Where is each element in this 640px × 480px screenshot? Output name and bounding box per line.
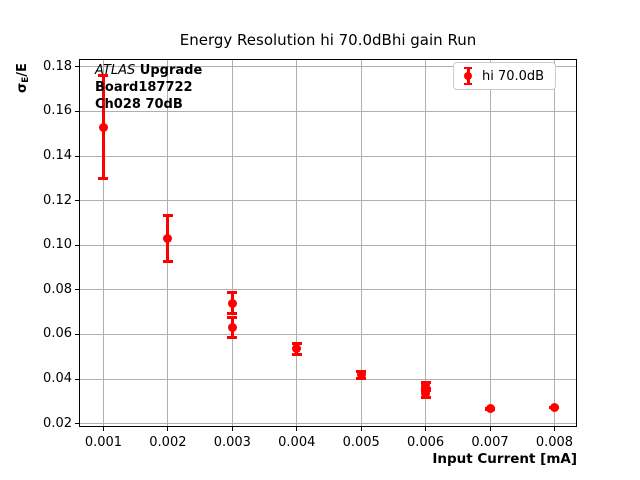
chart-title: Energy Resolution hi 70.0dBhi gain Run bbox=[179, 31, 477, 49]
y-tick-mark bbox=[75, 333, 79, 335]
y-gridline bbox=[79, 378, 577, 380]
x-tick-mark bbox=[167, 427, 169, 431]
data-point bbox=[421, 389, 431, 399]
y-gridline bbox=[79, 423, 577, 425]
x-axis-label: Input Current [mA] bbox=[432, 451, 577, 467]
legend-label: hi 70.0dB bbox=[482, 68, 545, 84]
y-tick-label: 0.08 bbox=[43, 281, 72, 297]
x-tick-label: 0.008 bbox=[535, 435, 574, 450]
y-tick-mark bbox=[75, 66, 79, 68]
x-gridline bbox=[231, 59, 233, 427]
data-point bbox=[421, 381, 431, 391]
errorbar-cap-top bbox=[162, 214, 173, 218]
x-tick-mark bbox=[360, 427, 362, 431]
x-tick-label: 0.006 bbox=[406, 435, 445, 450]
y-gridline bbox=[79, 110, 577, 112]
y-tick-label: 0.18 bbox=[43, 58, 72, 74]
x-tick-label: 0.005 bbox=[342, 435, 380, 450]
errorbar-cap-top bbox=[291, 341, 302, 345]
y-tick-mark bbox=[75, 155, 79, 157]
errorbar-cap-bottom bbox=[227, 336, 238, 339]
y-gridline bbox=[79, 289, 577, 291]
data-point bbox=[227, 298, 237, 308]
sigma-symbol: σ bbox=[15, 82, 30, 93]
data-point bbox=[356, 370, 366, 380]
x-gridline bbox=[102, 59, 104, 427]
x-gridline bbox=[489, 59, 491, 427]
x-gridline bbox=[360, 59, 362, 427]
y-tick-label: 0.06 bbox=[43, 326, 72, 342]
annotation: ATLAS Upgrade Board187722 Ch028 70dB bbox=[95, 62, 202, 113]
plot-area: ATLAS Upgrade Board187722 Ch028 70dB bbox=[79, 59, 577, 427]
annotation-line-3: Ch028 70dB bbox=[95, 97, 183, 112]
y-tick-mark bbox=[75, 200, 79, 202]
annotation-line-2: Board187722 bbox=[95, 80, 193, 95]
data-point bbox=[98, 122, 108, 132]
errorbar-cap-bottom bbox=[291, 353, 302, 357]
y-tick-mark bbox=[75, 423, 79, 425]
data-point bbox=[485, 404, 495, 414]
annotation-line-1: ATLAS Upgrade bbox=[95, 62, 202, 79]
y-tick-label: 0.16 bbox=[43, 103, 72, 119]
x-tick-mark bbox=[231, 427, 233, 431]
legend-marker-cap-top bbox=[464, 67, 472, 69]
y-gridline bbox=[79, 155, 577, 157]
x-tick-mark bbox=[553, 427, 555, 431]
y-tick-label: 0.10 bbox=[43, 237, 72, 253]
errorbar-cap-bottom bbox=[98, 177, 109, 181]
errorbar-cap-top bbox=[227, 316, 238, 320]
legend-marker-dot bbox=[464, 72, 472, 80]
x-tick-mark bbox=[102, 427, 104, 431]
legend-errorbar-marker bbox=[463, 66, 473, 86]
annotation-atlas: ATLAS bbox=[95, 63, 136, 78]
x-tick-label: 0.004 bbox=[278, 435, 316, 450]
x-gridline bbox=[296, 59, 298, 427]
x-tick-mark bbox=[296, 427, 298, 431]
y-gridline bbox=[79, 244, 577, 246]
annotation-upgrade: Upgrade bbox=[135, 63, 203, 78]
y-gridline bbox=[79, 66, 577, 68]
y-tick-mark bbox=[75, 110, 79, 112]
x-gridline bbox=[553, 59, 555, 427]
errorbar-cap-bottom bbox=[162, 259, 173, 263]
y-tick-mark bbox=[75, 289, 79, 291]
data-point bbox=[163, 234, 173, 244]
y-tick-mark bbox=[75, 244, 79, 246]
data-point bbox=[292, 344, 302, 354]
sigma-subscript: E bbox=[21, 76, 31, 83]
x-tick-label: 0.001 bbox=[84, 435, 123, 450]
errorbar-cap-top bbox=[227, 291, 238, 295]
y-tick-label: 0.04 bbox=[43, 371, 72, 387]
x-gridline bbox=[425, 59, 427, 427]
x-tick-mark bbox=[425, 427, 427, 431]
y-tick-label: 0.02 bbox=[43, 415, 72, 431]
x-tick-label: 0.003 bbox=[213, 435, 251, 450]
y-tick-label: 0.12 bbox=[43, 192, 72, 208]
x-tick-label: 0.002 bbox=[149, 435, 187, 450]
y-gridline bbox=[79, 200, 577, 202]
y-tick-mark bbox=[75, 378, 79, 380]
errorbar-cap-top bbox=[98, 73, 109, 77]
y-gridline bbox=[79, 333, 577, 335]
legend: hi 70.0dB bbox=[453, 62, 557, 90]
data-point bbox=[549, 403, 559, 413]
x-tick-mark bbox=[489, 427, 491, 431]
x-tick-label: 0.007 bbox=[471, 435, 509, 450]
errorbar-cap-bottom bbox=[227, 312, 238, 316]
y-tick-label: 0.14 bbox=[43, 148, 72, 164]
data-point bbox=[227, 323, 237, 333]
legend-marker-cap-bottom bbox=[464, 83, 472, 85]
